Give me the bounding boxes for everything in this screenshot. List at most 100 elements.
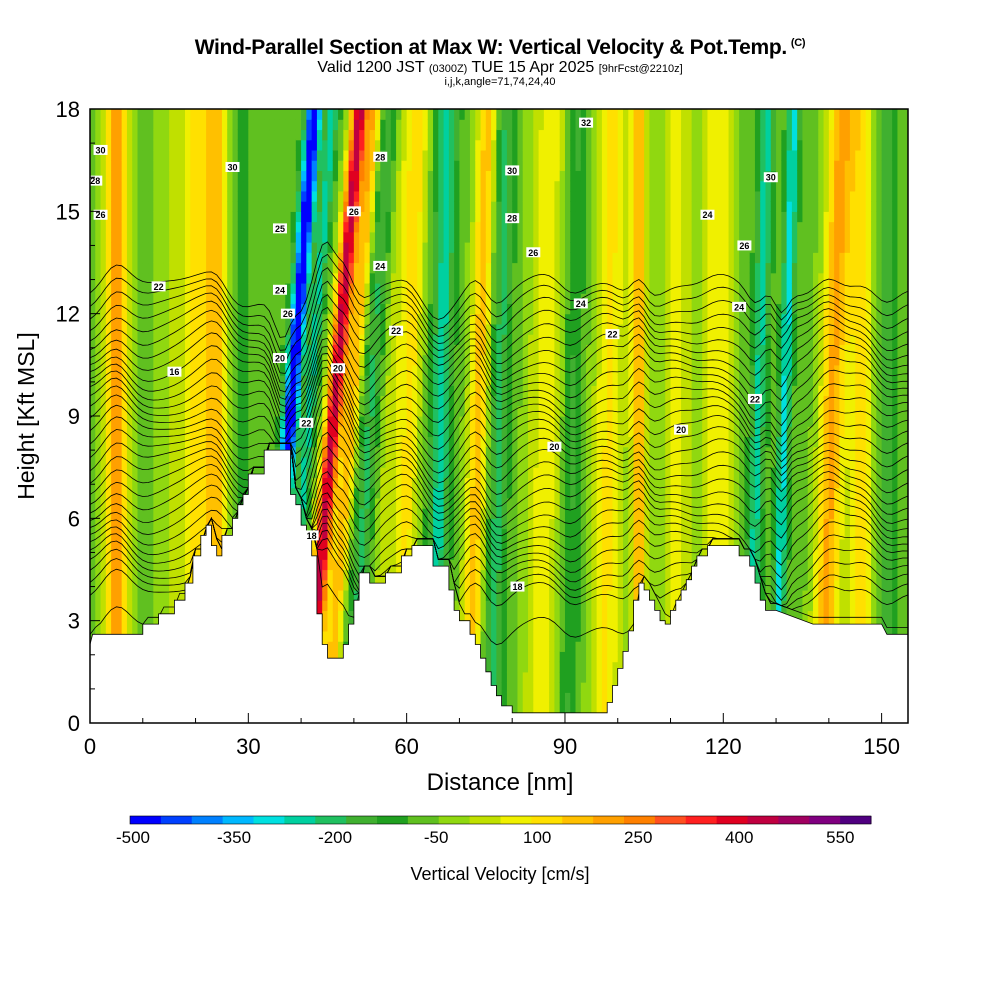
velocity-cell (327, 559, 334, 571)
velocity-cell (105, 119, 112, 131)
velocity-cell (433, 109, 439, 120)
velocity-cell (243, 436, 249, 448)
velocity-cell (126, 559, 133, 571)
velocity-cell (491, 446, 497, 458)
velocity-cell (464, 528, 471, 540)
velocity-cell (491, 139, 497, 151)
velocity-cell (464, 190, 471, 202)
velocity-cell (417, 242, 424, 253)
velocity-cell (306, 344, 313, 356)
velocity-cell (190, 231, 197, 243)
velocity-cell (522, 334, 529, 345)
velocity-cell (121, 344, 128, 356)
velocity-cell (301, 405, 307, 417)
velocity-cell (184, 416, 191, 427)
velocity-cell (491, 170, 497, 182)
velocity-cell (174, 436, 181, 448)
velocity-cell (359, 344, 366, 356)
velocity-cell (411, 282, 418, 294)
velocity-cell (374, 518, 381, 530)
velocity-cell (396, 334, 402, 345)
velocity-cell (348, 487, 355, 499)
velocity-cell (469, 354, 476, 366)
velocity-cell (274, 293, 281, 305)
velocity-cell (522, 610, 529, 622)
velocity-cell (126, 109, 133, 120)
velocity-cell (522, 231, 529, 243)
velocity-cell (105, 508, 112, 519)
velocity-cell (459, 139, 466, 151)
velocity-cell (501, 630, 508, 642)
velocity-cell (184, 569, 191, 581)
velocity-cell (385, 303, 392, 315)
velocity-cell (211, 139, 218, 151)
velocity-cell (269, 323, 276, 335)
velocity-cell (343, 170, 350, 182)
velocity-cell (359, 211, 366, 223)
velocity-cell (512, 323, 519, 335)
velocity-cell (469, 456, 476, 468)
velocity-cell (506, 262, 513, 274)
velocity-cell (184, 487, 191, 499)
velocity-cell (301, 497, 307, 509)
velocity-cell (411, 528, 418, 540)
velocity-cell (95, 313, 102, 325)
velocity-cell (163, 364, 170, 376)
velocity-cell (248, 456, 255, 468)
velocity-cell (496, 641, 503, 652)
velocity-cell (411, 119, 418, 131)
velocity-cell (153, 610, 160, 622)
velocity-cell (322, 109, 329, 120)
velocity-cell (353, 252, 360, 264)
velocity-cell (528, 702, 534, 714)
velocity-cell (274, 129, 281, 141)
velocity-cell (111, 579, 117, 591)
velocity-cell (322, 559, 329, 571)
velocity-cell (364, 385, 371, 397)
velocity-cell (396, 528, 402, 540)
velocity-cell (148, 508, 154, 519)
velocity-cell (243, 149, 249, 161)
velocity-cell (206, 323, 212, 335)
velocity-cell (522, 651, 529, 663)
velocity-cell (496, 313, 503, 325)
velocity-cell (411, 231, 418, 243)
velocity-cell (338, 456, 344, 468)
velocity-cell (522, 579, 529, 591)
velocity-cell (506, 180, 513, 192)
velocity-cell (163, 139, 170, 151)
velocity-cell (369, 416, 376, 427)
velocity-cell (475, 405, 482, 417)
velocity-cell (327, 456, 334, 468)
velocity-cell (327, 385, 334, 397)
velocity-cell (517, 129, 524, 141)
velocity-cell (179, 344, 186, 356)
velocity-cell (438, 508, 445, 519)
velocity-cell (184, 354, 191, 366)
velocity-cell (237, 303, 244, 315)
velocity-cell (448, 549, 455, 560)
velocity-cell (390, 487, 397, 499)
velocity-cell (163, 313, 170, 325)
velocity-cell (433, 518, 439, 530)
velocity-cell (153, 518, 160, 530)
velocity-cell (111, 364, 117, 376)
velocity-cell (338, 467, 344, 478)
velocity-cell (517, 149, 524, 161)
velocity-cell (433, 456, 439, 468)
velocity-cell (137, 508, 144, 519)
velocity-cell (327, 190, 334, 202)
velocity-cell (274, 262, 281, 274)
velocity-cell (95, 559, 102, 571)
velocity-cell (211, 487, 218, 499)
velocity-cell (433, 416, 439, 427)
velocity-cell (200, 446, 207, 458)
velocity-cell (121, 242, 128, 253)
velocity-cell (396, 303, 402, 315)
velocity-cell (464, 416, 471, 427)
velocity-cell (385, 242, 392, 253)
velocity-cell (422, 180, 429, 192)
velocity-cell (195, 446, 202, 458)
velocity-cell (517, 682, 524, 693)
velocity-cell (137, 487, 144, 499)
